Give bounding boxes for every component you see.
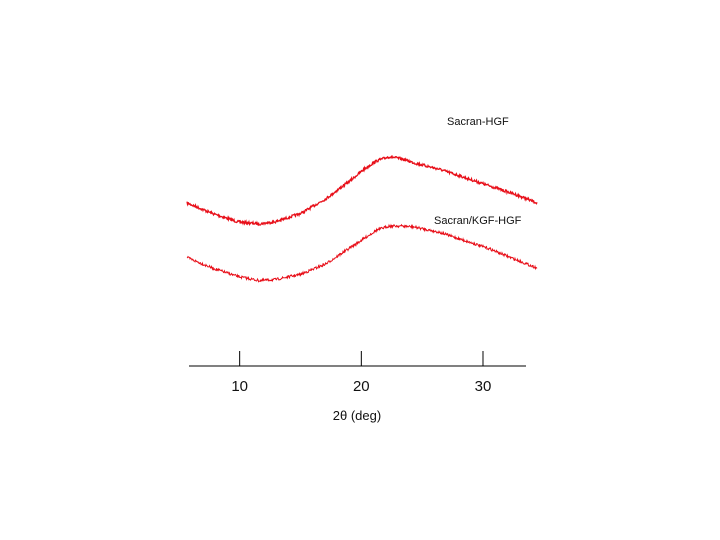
x-tick-label-30: 30 [475, 378, 492, 395]
series-layer [186, 155, 538, 283]
series-label-sacran-hgf: Sacran-HGF [447, 116, 509, 128]
series-line-sacran-hgf [186, 155, 538, 227]
series-line-sacran-kgf-hgf [186, 223, 538, 283]
x-tick-label-10: 10 [231, 378, 248, 395]
x-tick-label-20: 20 [353, 378, 370, 395]
tick-layer: 10 20 30 [231, 351, 491, 395]
x-axis-title: 2θ (deg) [333, 408, 381, 423]
series-label-sacran-kgf-hgf: Sacran/KGF-HGF [434, 215, 522, 227]
